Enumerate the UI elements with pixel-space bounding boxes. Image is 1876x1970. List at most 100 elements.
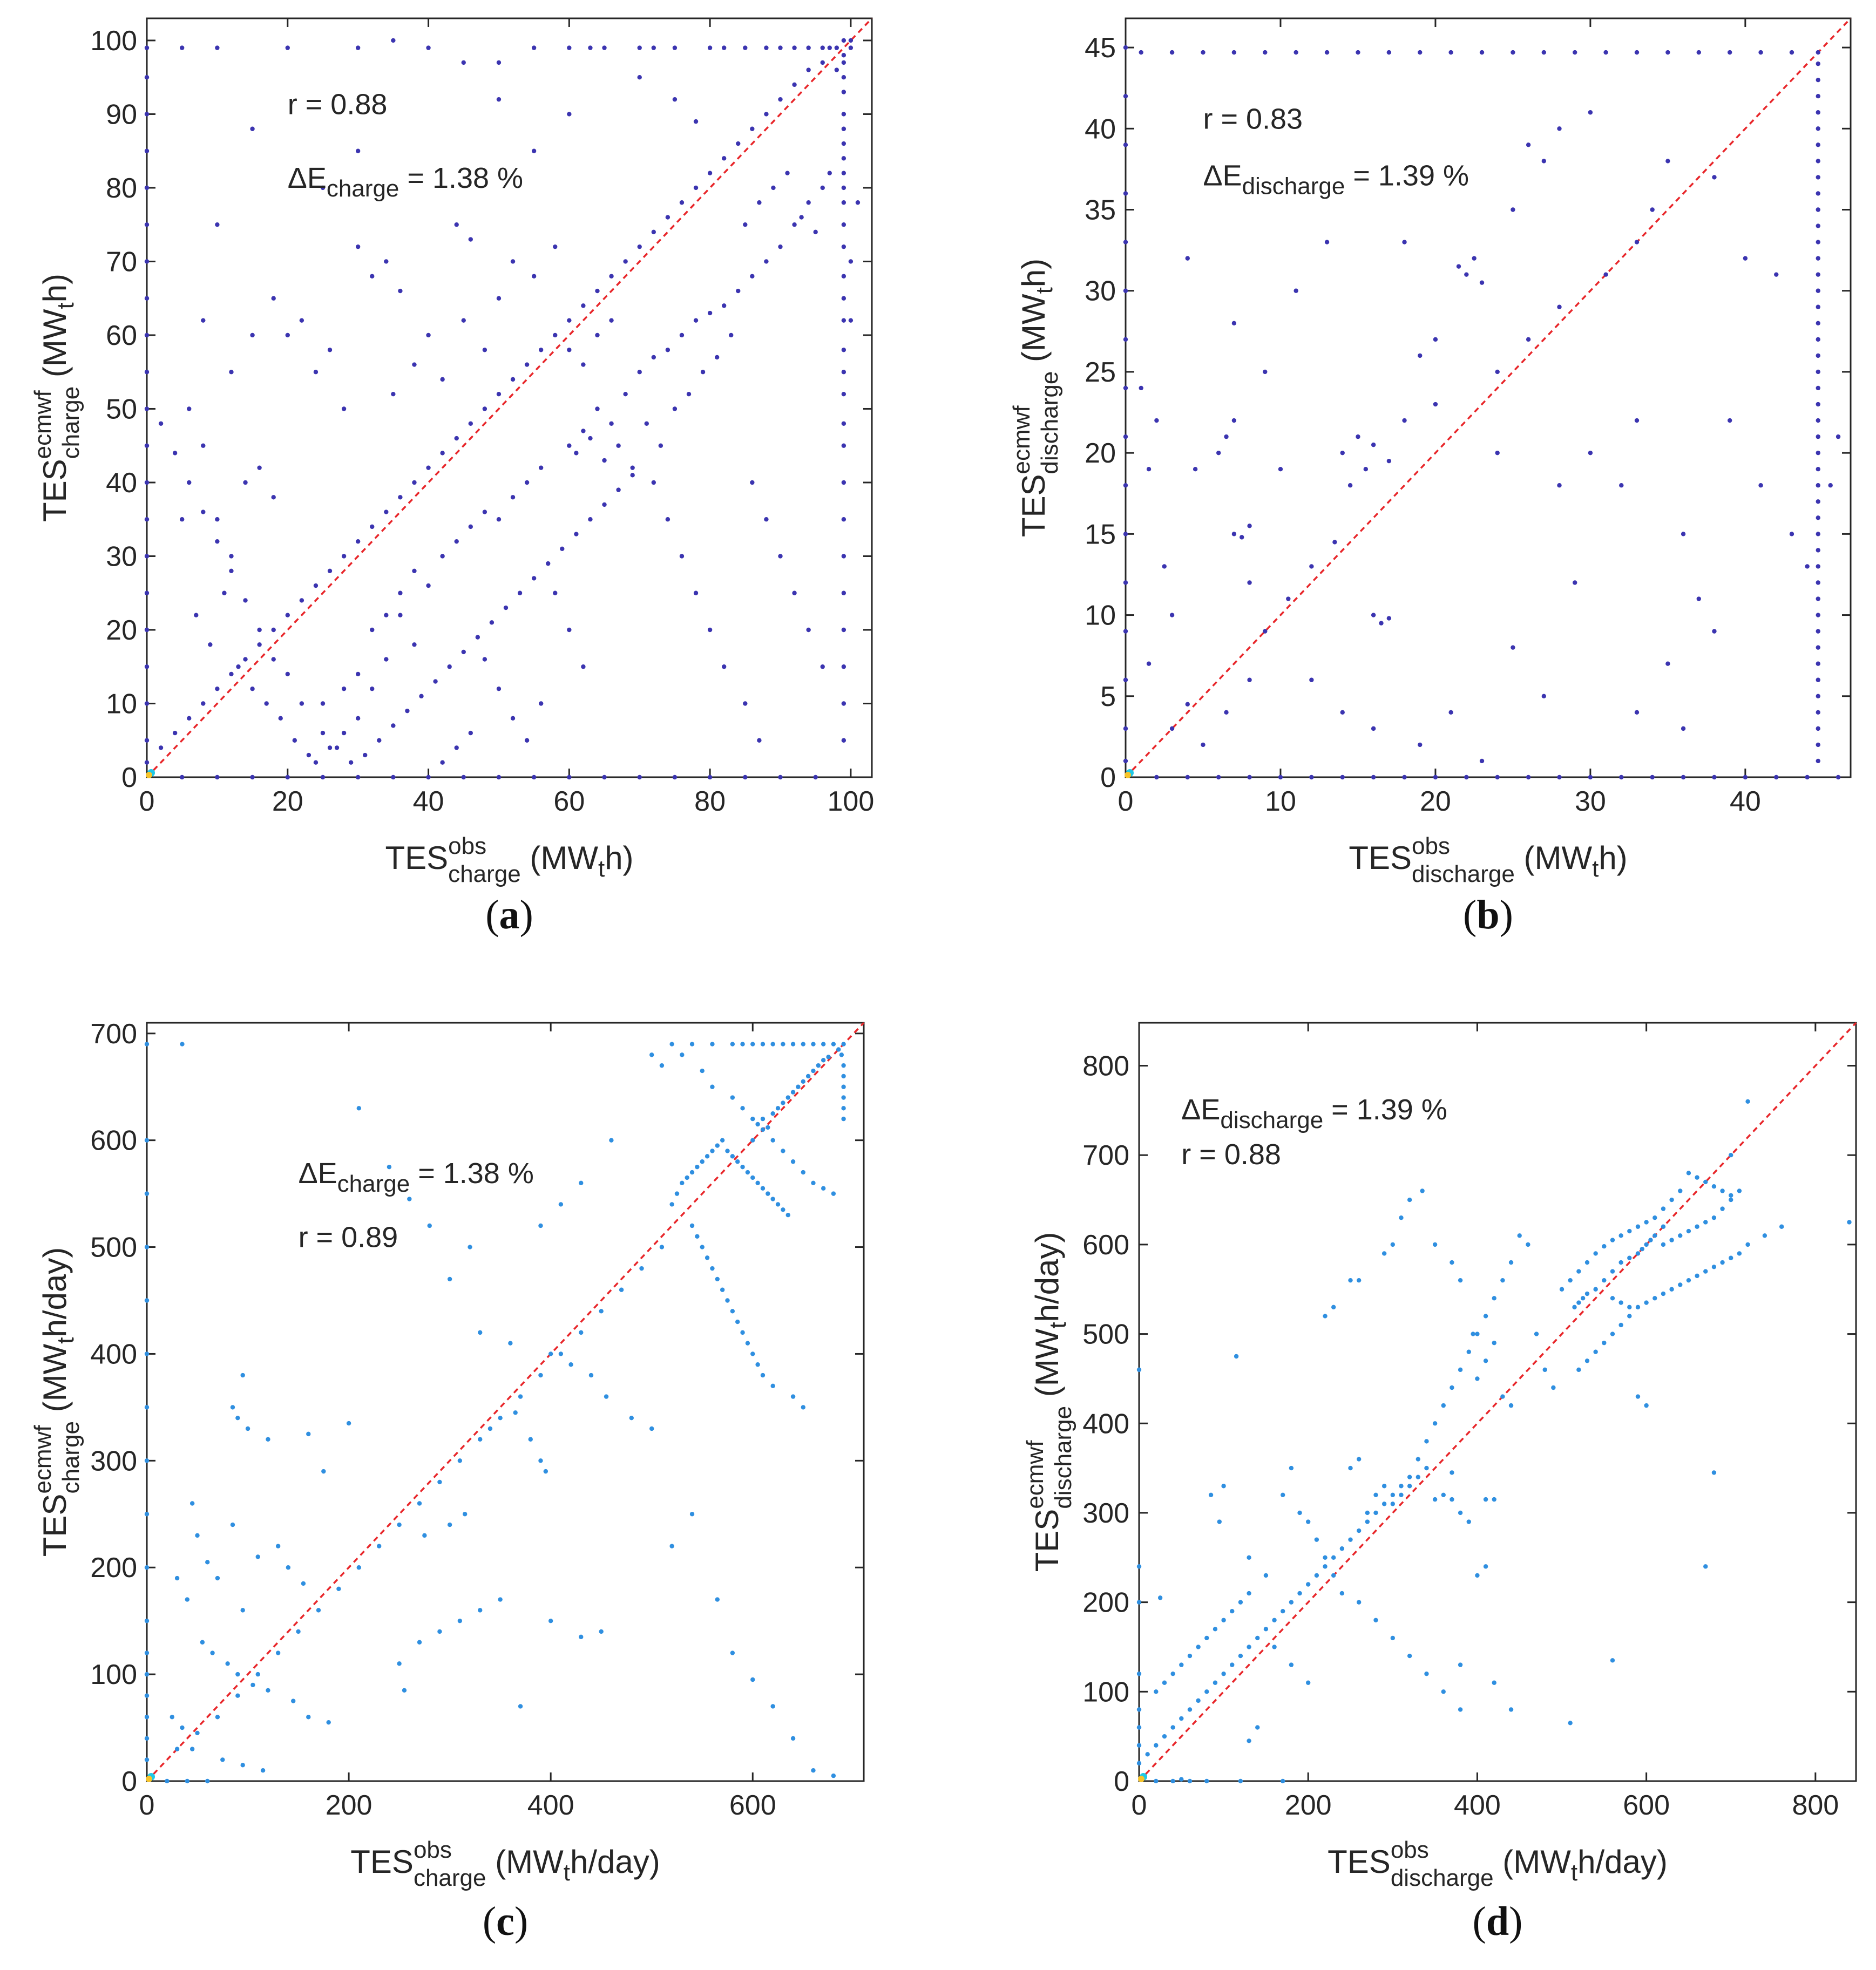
scatter-point — [680, 1180, 685, 1186]
scatter-point — [740, 1330, 745, 1335]
scatter-point — [1711, 1184, 1717, 1189]
x-label-unit-sub: t — [564, 1859, 570, 1886]
scatter-point — [599, 1309, 604, 1314]
diagonal-line — [146, 17, 873, 778]
scatter-point — [1816, 515, 1820, 520]
x-tick-label: 40 — [1730, 786, 1761, 817]
scatter-point — [700, 1245, 705, 1249]
scatter-point — [240, 1373, 245, 1378]
scatter-point — [144, 112, 150, 117]
scatter-point — [1340, 775, 1345, 780]
scatter-point — [1213, 1680, 1218, 1685]
scatter-point — [1779, 1224, 1784, 1229]
delta-e-suffix: = 1.39 % — [1345, 159, 1469, 192]
scatter-point — [1418, 50, 1423, 55]
scatter-point — [714, 355, 720, 360]
x-tick-label: 0 — [1132, 1790, 1147, 1821]
y-label-unit-post: h) — [37, 274, 73, 302]
scatter-point — [778, 244, 783, 249]
scatter-point — [1293, 50, 1298, 55]
scatter-point — [1297, 1510, 1302, 1516]
scatter-point — [1500, 1394, 1505, 1399]
scatter-point — [1306, 1582, 1311, 1587]
scatter-point — [637, 370, 642, 375]
scatter-point — [721, 45, 727, 50]
y-axis-label: TESecmwfcharge (MWth) — [30, 274, 84, 522]
scatter-point — [689, 1223, 695, 1228]
scatter-point — [1681, 726, 1686, 731]
scatter-point — [185, 1597, 190, 1602]
scatter-point — [407, 1197, 412, 1201]
scatter-point — [1729, 1193, 1733, 1198]
scatter-point — [412, 642, 417, 647]
scatter-point — [447, 1522, 452, 1527]
scatter-point — [320, 701, 326, 706]
scatter-point — [811, 1768, 816, 1773]
scatter-point — [841, 627, 846, 633]
scatter-point — [848, 45, 854, 50]
scatter-point — [508, 1341, 513, 1346]
scatter-point — [1386, 616, 1392, 621]
scatter-point — [391, 391, 396, 397]
scatter-point — [764, 517, 769, 522]
scatter-point — [236, 664, 241, 669]
scatter-point — [771, 185, 776, 191]
scatter-point — [595, 332, 600, 338]
scatter-point — [841, 1095, 846, 1100]
scatter-point — [531, 775, 537, 780]
scatter-point — [440, 451, 445, 456]
scatter-point — [848, 38, 854, 43]
scatter-point — [1816, 710, 1820, 715]
scatter-point — [841, 296, 846, 301]
scatter-point — [215, 539, 220, 544]
y-label-unit-post: h/day) — [1029, 1232, 1065, 1322]
scatter-point — [426, 465, 431, 470]
scatter-point — [700, 1159, 705, 1164]
scatter-point — [1610, 1332, 1615, 1336]
y-axis-label: TESecmwfcharge (MWth/day) — [30, 1247, 84, 1557]
scatter-point — [1263, 629, 1268, 634]
scatter-point — [1644, 1300, 1649, 1305]
scatter-point — [205, 1778, 210, 1784]
scatter-point — [1686, 1228, 1691, 1234]
scatter-point — [1627, 1305, 1632, 1310]
scatter-point — [841, 664, 846, 669]
scatter-point — [1703, 1564, 1708, 1569]
scatter-point — [1297, 1591, 1302, 1596]
scatter-point — [750, 126, 755, 131]
scatter-point — [291, 1699, 296, 1703]
scatter-point — [299, 701, 304, 706]
scatter-point — [341, 406, 347, 411]
scatter-point — [457, 1618, 463, 1623]
scatter-point — [498, 1415, 503, 1421]
scatter-point — [144, 296, 150, 301]
y-tick-label: 0 — [1100, 762, 1116, 793]
scatter-point — [1789, 532, 1794, 536]
scatter-point — [1618, 1300, 1623, 1305]
scatter-point — [257, 642, 262, 647]
y-tick-label: 300 — [1082, 1498, 1129, 1529]
scatter-point — [588, 436, 593, 441]
scatter-point — [187, 480, 192, 485]
scatter-point — [1816, 694, 1820, 698]
scatter-point — [320, 185, 326, 191]
scatter-point — [806, 67, 811, 72]
scatter-point — [841, 443, 846, 448]
scatter-point — [792, 590, 797, 595]
scatter-point — [581, 664, 586, 669]
scatter-point — [1418, 742, 1423, 748]
scatter-point — [1231, 532, 1237, 536]
scatter-point — [1293, 288, 1298, 293]
scatter-point — [672, 406, 678, 411]
scatter-point — [792, 45, 797, 50]
scatter-point — [1588, 775, 1593, 780]
scatter-point — [1123, 288, 1128, 293]
scatter-point — [1278, 466, 1283, 472]
x-label-sup: obs — [1412, 833, 1450, 859]
scatter-point — [735, 1159, 740, 1164]
scatter-point — [693, 590, 699, 595]
scatter-point — [1187, 1653, 1193, 1659]
panel-d: 0 200 400 600 800 0 100 200 300 400 500 600 700 800 ΔE… — [1022, 1022, 1857, 1944]
